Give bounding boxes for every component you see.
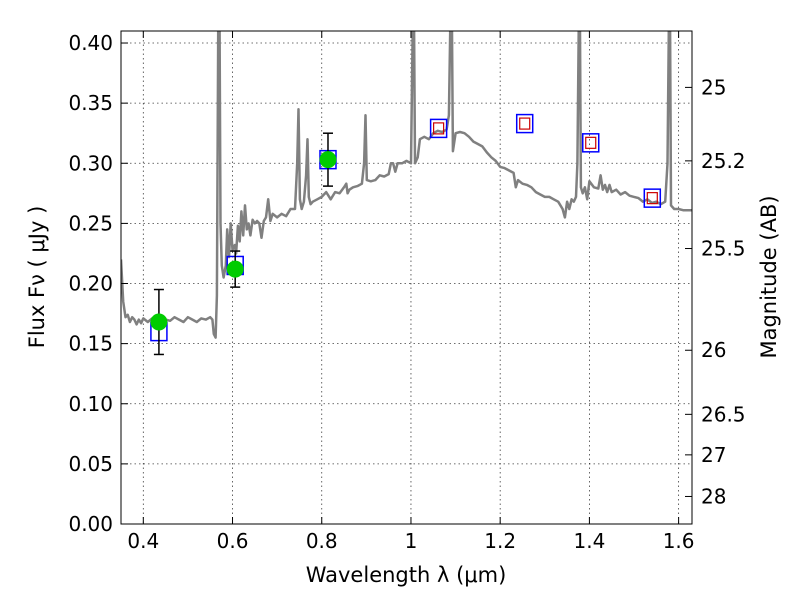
y-tick-label: 0.05 xyxy=(68,452,113,476)
y-tick-label: 0.15 xyxy=(68,332,113,356)
observed-photometry-markers xyxy=(150,151,337,331)
model-photometry-box xyxy=(429,118,448,139)
predicted-photometry-box xyxy=(519,117,531,130)
x-tick-label: 0.4 xyxy=(127,529,159,553)
observed-photometry-point xyxy=(319,151,337,169)
y-tick-label: 0.30 xyxy=(68,151,113,175)
observed-photometry-point xyxy=(226,260,244,278)
right-axis-label: Magnitude (AB) xyxy=(757,195,781,358)
model-photometry-box xyxy=(581,133,600,153)
x-tick-label: 1 xyxy=(405,529,418,553)
observed-photometry-point xyxy=(150,313,168,331)
y-axis-ticks: 0.00 0.05 0.10 0.15 0.20 0.25 0.30 0.35 0.40 xyxy=(68,31,128,536)
right-tick-label: 25 xyxy=(701,75,726,99)
x-tick-label: 0.8 xyxy=(306,529,338,553)
y-tick-label: 0.35 xyxy=(68,91,113,115)
y-axis-label: Flux Fν ( μJy ) xyxy=(25,206,49,349)
x-tick-label: 1.6 xyxy=(663,529,695,553)
y-tick-label: 0.40 xyxy=(68,31,113,55)
x-tick-label: 0.6 xyxy=(217,529,249,553)
y-tick-label: 0.10 xyxy=(68,392,113,416)
right-tick-label: 25.5 xyxy=(701,237,746,261)
model-spectrum-line xyxy=(121,31,692,339)
y-tick-label: 0.00 xyxy=(68,512,113,536)
plot-frame xyxy=(120,30,693,525)
predicted-photometry-box xyxy=(646,192,658,205)
predicted-photometry-box xyxy=(585,136,597,149)
right-axis-ticks: 25 25.2 25.5 26 26.5 27 28 xyxy=(685,75,746,508)
x-axis-ticks: 0.4 0.6 0.8 1 1.2 1.4 1.6 xyxy=(127,31,695,553)
right-tick-label: 26 xyxy=(701,338,726,362)
x-axis-label: Wavelength λ (μm) xyxy=(306,563,507,587)
predicted-photometry-markers xyxy=(433,117,658,205)
x-tick-label: 1.2 xyxy=(484,529,516,553)
model-photometry-box xyxy=(515,113,534,134)
right-tick-label: 27 xyxy=(701,443,726,467)
x-tick-label: 1.4 xyxy=(573,529,605,553)
y-tick-label: 0.25 xyxy=(68,211,113,235)
right-tick-label: 28 xyxy=(701,484,726,508)
predicted-photometry-box xyxy=(433,122,445,135)
right-tick-label: 26.5 xyxy=(701,402,746,426)
model-photometry-box xyxy=(643,188,662,208)
plot-area xyxy=(121,31,692,356)
right-tick-label: 25.2 xyxy=(701,149,746,173)
y-tick-label: 0.20 xyxy=(68,272,113,296)
